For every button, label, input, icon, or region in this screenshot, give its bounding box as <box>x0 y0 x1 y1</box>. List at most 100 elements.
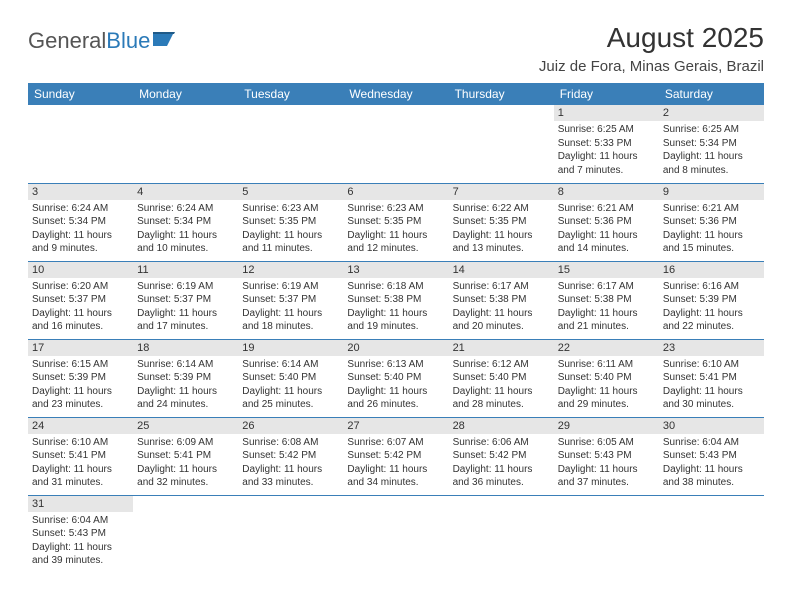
weekday-header: Sunday <box>28 83 133 105</box>
day-number: 29 <box>554 418 659 434</box>
day-details: Sunrise: 6:07 AMSunset: 5:42 PMDaylight:… <box>343 434 448 492</box>
day-details: Sunrise: 6:15 AMSunset: 5:39 PMDaylight:… <box>28 356 133 414</box>
sunset-text: Sunset: 5:42 PM <box>347 449 444 463</box>
day-details: Sunrise: 6:19 AMSunset: 5:37 PMDaylight:… <box>238 278 343 336</box>
day-number: 14 <box>449 262 554 278</box>
calendar-cell: 1Sunrise: 6:25 AMSunset: 5:33 PMDaylight… <box>554 105 659 183</box>
weekday-header: Tuesday <box>238 83 343 105</box>
sunset-text: Sunset: 5:33 PM <box>558 137 655 151</box>
day-details: Sunrise: 6:23 AMSunset: 5:35 PMDaylight:… <box>238 200 343 258</box>
day-number: 17 <box>28 340 133 356</box>
day-details: Sunrise: 6:24 AMSunset: 5:34 PMDaylight:… <box>133 200 238 258</box>
calendar-cell: 18Sunrise: 6:14 AMSunset: 5:39 PMDayligh… <box>133 339 238 417</box>
header: GeneralBlue August 2025 Juiz de Fora, Mi… <box>28 22 764 75</box>
day-number: 8 <box>554 184 659 200</box>
sunrise-text: Sunrise: 6:15 AM <box>32 358 129 372</box>
calendar-cell <box>554 495 659 573</box>
calendar-cell <box>133 495 238 573</box>
sunrise-text: Sunrise: 6:09 AM <box>137 436 234 450</box>
day-details: Sunrise: 6:18 AMSunset: 5:38 PMDaylight:… <box>343 278 448 336</box>
calendar-table: Sunday Monday Tuesday Wednesday Thursday… <box>28 83 764 573</box>
day-number: 11 <box>133 262 238 278</box>
sunrise-text: Sunrise: 6:20 AM <box>32 280 129 294</box>
sunset-text: Sunset: 5:40 PM <box>558 371 655 385</box>
day-number <box>449 496 554 512</box>
sunrise-text: Sunrise: 6:06 AM <box>453 436 550 450</box>
day-details: Sunrise: 6:10 AMSunset: 5:41 PMDaylight:… <box>659 356 764 414</box>
day-number <box>133 496 238 512</box>
sunrise-text: Sunrise: 6:23 AM <box>242 202 339 216</box>
logo-text-blue: Blue <box>106 28 150 54</box>
daylight-text: Daylight: 11 hours and 18 minutes. <box>242 307 339 334</box>
calendar-cell: 28Sunrise: 6:06 AMSunset: 5:42 PMDayligh… <box>449 417 554 495</box>
daylight-text: Daylight: 11 hours and 29 minutes. <box>558 385 655 412</box>
calendar-cell: 7Sunrise: 6:22 AMSunset: 5:35 PMDaylight… <box>449 183 554 261</box>
sunrise-text: Sunrise: 6:25 AM <box>558 123 655 137</box>
daylight-text: Daylight: 11 hours and 39 minutes. <box>32 541 129 568</box>
calendar-cell: 4Sunrise: 6:24 AMSunset: 5:34 PMDaylight… <box>133 183 238 261</box>
day-number: 31 <box>28 496 133 512</box>
daylight-text: Daylight: 11 hours and 9 minutes. <box>32 229 129 256</box>
sunrise-text: Sunrise: 6:19 AM <box>137 280 234 294</box>
day-number <box>238 496 343 512</box>
day-details: Sunrise: 6:25 AMSunset: 5:33 PMDaylight:… <box>554 121 659 179</box>
day-details: Sunrise: 6:04 AMSunset: 5:43 PMDaylight:… <box>659 434 764 492</box>
calendar-cell: 3Sunrise: 6:24 AMSunset: 5:34 PMDaylight… <box>28 183 133 261</box>
daylight-text: Daylight: 11 hours and 36 minutes. <box>453 463 550 490</box>
daylight-text: Daylight: 11 hours and 11 minutes. <box>242 229 339 256</box>
day-details: Sunrise: 6:13 AMSunset: 5:40 PMDaylight:… <box>343 356 448 414</box>
day-number: 5 <box>238 184 343 200</box>
calendar-row: 24Sunrise: 6:10 AMSunset: 5:41 PMDayligh… <box>28 417 764 495</box>
day-number <box>554 496 659 512</box>
sunrise-text: Sunrise: 6:08 AM <box>242 436 339 450</box>
daylight-text: Daylight: 11 hours and 21 minutes. <box>558 307 655 334</box>
day-number: 26 <box>238 418 343 434</box>
day-number: 1 <box>554 105 659 121</box>
day-number: 24 <box>28 418 133 434</box>
day-details: Sunrise: 6:14 AMSunset: 5:39 PMDaylight:… <box>133 356 238 414</box>
daylight-text: Daylight: 11 hours and 19 minutes. <box>347 307 444 334</box>
day-number <box>343 105 448 121</box>
day-number: 16 <box>659 262 764 278</box>
calendar-cell: 30Sunrise: 6:04 AMSunset: 5:43 PMDayligh… <box>659 417 764 495</box>
weekday-header-row: Sunday Monday Tuesday Wednesday Thursday… <box>28 83 764 105</box>
daylight-text: Daylight: 11 hours and 14 minutes. <box>558 229 655 256</box>
calendar-row: 3Sunrise: 6:24 AMSunset: 5:34 PMDaylight… <box>28 183 764 261</box>
sunset-text: Sunset: 5:37 PM <box>32 293 129 307</box>
day-details: Sunrise: 6:12 AMSunset: 5:40 PMDaylight:… <box>449 356 554 414</box>
sunset-text: Sunset: 5:35 PM <box>242 215 339 229</box>
day-number: 28 <box>449 418 554 434</box>
sunrise-text: Sunrise: 6:18 AM <box>347 280 444 294</box>
day-number: 19 <box>238 340 343 356</box>
logo-text-general: General <box>28 28 106 54</box>
calendar-cell: 31Sunrise: 6:04 AMSunset: 5:43 PMDayligh… <box>28 495 133 573</box>
sunset-text: Sunset: 5:41 PM <box>32 449 129 463</box>
daylight-text: Daylight: 11 hours and 38 minutes. <box>663 463 760 490</box>
day-number: 25 <box>133 418 238 434</box>
day-number: 9 <box>659 184 764 200</box>
day-number: 2 <box>659 105 764 121</box>
sunrise-text: Sunrise: 6:12 AM <box>453 358 550 372</box>
calendar-cell: 24Sunrise: 6:10 AMSunset: 5:41 PMDayligh… <box>28 417 133 495</box>
day-number <box>659 496 764 512</box>
day-number: 3 <box>28 184 133 200</box>
calendar-cell <box>449 495 554 573</box>
sunset-text: Sunset: 5:38 PM <box>347 293 444 307</box>
daylight-text: Daylight: 11 hours and 12 minutes. <box>347 229 444 256</box>
daylight-text: Daylight: 11 hours and 37 minutes. <box>558 463 655 490</box>
title-block: August 2025 Juiz de Fora, Minas Gerais, … <box>539 22 764 75</box>
calendar-cell: 13Sunrise: 6:18 AMSunset: 5:38 PMDayligh… <box>343 261 448 339</box>
daylight-text: Daylight: 11 hours and 25 minutes. <box>242 385 339 412</box>
calendar-cell <box>659 495 764 573</box>
day-details: Sunrise: 6:22 AMSunset: 5:35 PMDaylight:… <box>449 200 554 258</box>
daylight-text: Daylight: 11 hours and 13 minutes. <box>453 229 550 256</box>
weekday-header: Wednesday <box>343 83 448 105</box>
sunrise-text: Sunrise: 6:21 AM <box>558 202 655 216</box>
day-number: 21 <box>449 340 554 356</box>
location: Juiz de Fora, Minas Gerais, Brazil <box>539 58 764 75</box>
day-number <box>238 105 343 121</box>
sunrise-text: Sunrise: 6:07 AM <box>347 436 444 450</box>
calendar-cell <box>343 105 448 183</box>
daylight-text: Daylight: 11 hours and 33 minutes. <box>242 463 339 490</box>
sunset-text: Sunset: 5:34 PM <box>32 215 129 229</box>
